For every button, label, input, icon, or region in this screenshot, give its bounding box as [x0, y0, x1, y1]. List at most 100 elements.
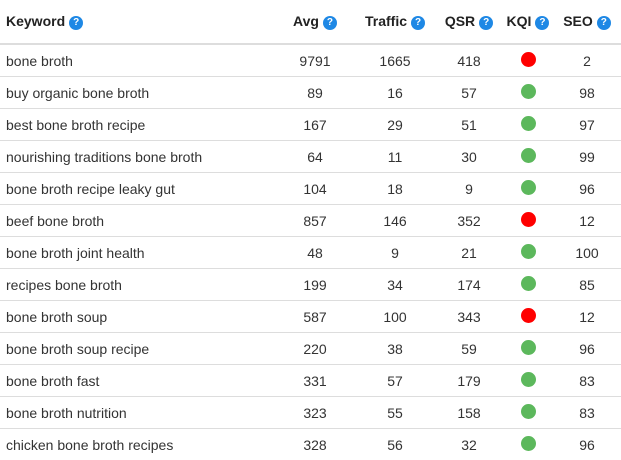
header-kqi-label: KQI	[507, 13, 532, 29]
traffic-cell: 18	[355, 173, 435, 205]
traffic-cell: 11	[355, 141, 435, 173]
seo-cell: 12	[553, 205, 621, 237]
table-header: Keyword? Avg? Traffic? QSR? KQI? SEO?	[0, 0, 621, 44]
header-qsr[interactable]: QSR?	[435, 0, 503, 44]
help-icon[interactable]: ?	[411, 16, 425, 30]
traffic-cell: 29	[355, 109, 435, 141]
seo-cell: 96	[553, 333, 621, 365]
keyword-cell: bone broth joint health	[0, 237, 275, 269]
qsr-cell: 174	[435, 269, 503, 301]
avg-cell: 64	[275, 141, 355, 173]
help-icon[interactable]: ?	[479, 16, 493, 30]
kqi-cell	[503, 173, 553, 205]
kqi-status-red-icon	[521, 308, 536, 323]
kqi-cell	[503, 237, 553, 269]
header-row: Keyword? Avg? Traffic? QSR? KQI? SEO?	[0, 0, 621, 44]
keyword-cell: nourishing traditions bone broth	[0, 141, 275, 173]
traffic-cell: 56	[355, 429, 435, 460]
seo-cell: 83	[553, 365, 621, 397]
avg-cell: 167	[275, 109, 355, 141]
seo-cell: 2	[553, 44, 621, 77]
help-icon[interactable]: ?	[323, 16, 337, 30]
avg-cell: 9791	[275, 44, 355, 77]
header-traffic[interactable]: Traffic?	[355, 0, 435, 44]
traffic-cell: 100	[355, 301, 435, 333]
qsr-cell: 59	[435, 333, 503, 365]
traffic-cell: 16	[355, 77, 435, 109]
kqi-status-green-icon	[521, 116, 536, 131]
kqi-status-green-icon	[521, 340, 536, 355]
traffic-cell: 9	[355, 237, 435, 269]
avg-cell: 89	[275, 77, 355, 109]
seo-cell: 100	[553, 237, 621, 269]
seo-cell: 98	[553, 77, 621, 109]
qsr-cell: 57	[435, 77, 503, 109]
seo-cell: 83	[553, 397, 621, 429]
help-icon[interactable]: ?	[597, 16, 611, 30]
traffic-cell: 146	[355, 205, 435, 237]
keyword-cell: bone broth	[0, 44, 275, 77]
traffic-cell: 57	[355, 365, 435, 397]
header-keyword[interactable]: Keyword?	[0, 0, 275, 44]
header-seo-label: SEO	[563, 13, 593, 29]
kqi-cell	[503, 365, 553, 397]
header-seo[interactable]: SEO?	[553, 0, 621, 44]
keyword-cell: buy organic bone broth	[0, 77, 275, 109]
qsr-cell: 158	[435, 397, 503, 429]
seo-cell: 96	[553, 429, 621, 460]
header-qsr-label: QSR	[445, 13, 475, 29]
kqi-cell	[503, 429, 553, 460]
header-kqi[interactable]: KQI?	[503, 0, 553, 44]
keyword-cell: beef bone broth	[0, 205, 275, 237]
seo-cell: 96	[553, 173, 621, 205]
help-icon[interactable]: ?	[69, 16, 83, 30]
avg-cell: 104	[275, 173, 355, 205]
avg-cell: 48	[275, 237, 355, 269]
keyword-cell: bone broth nutrition	[0, 397, 275, 429]
header-traffic-label: Traffic	[365, 13, 407, 29]
avg-cell: 220	[275, 333, 355, 365]
qsr-cell: 418	[435, 44, 503, 77]
kqi-cell	[503, 205, 553, 237]
seo-cell: 99	[553, 141, 621, 173]
keyword-cell: bone broth soup recipe	[0, 333, 275, 365]
keyword-cell: bone broth fast	[0, 365, 275, 397]
kqi-status-green-icon	[521, 244, 536, 259]
header-avg[interactable]: Avg?	[275, 0, 355, 44]
keyword-cell: chicken bone broth recipes	[0, 429, 275, 460]
qsr-cell: 51	[435, 109, 503, 141]
kqi-status-green-icon	[521, 180, 536, 195]
avg-cell: 857	[275, 205, 355, 237]
kqi-status-green-icon	[521, 436, 536, 451]
kqi-cell	[503, 333, 553, 365]
qsr-cell: 30	[435, 141, 503, 173]
kqi-cell	[503, 109, 553, 141]
kqi-status-red-icon	[521, 212, 536, 227]
traffic-cell: 55	[355, 397, 435, 429]
kqi-status-green-icon	[521, 148, 536, 163]
avg-cell: 331	[275, 365, 355, 397]
kqi-cell	[503, 269, 553, 301]
kqi-cell	[503, 141, 553, 173]
avg-cell: 323	[275, 397, 355, 429]
avg-cell: 328	[275, 429, 355, 460]
qsr-cell: 352	[435, 205, 503, 237]
traffic-cell: 34	[355, 269, 435, 301]
help-icon[interactable]: ?	[535, 16, 549, 30]
keyword-cell: best bone broth recipe	[0, 109, 275, 141]
keyword-cell: bone broth soup	[0, 301, 275, 333]
keyword-cell: recipes bone broth	[0, 269, 275, 301]
kqi-status-red-icon	[521, 52, 536, 67]
kqi-status-green-icon	[521, 276, 536, 291]
kqi-cell	[503, 77, 553, 109]
qsr-cell: 21	[435, 237, 503, 269]
